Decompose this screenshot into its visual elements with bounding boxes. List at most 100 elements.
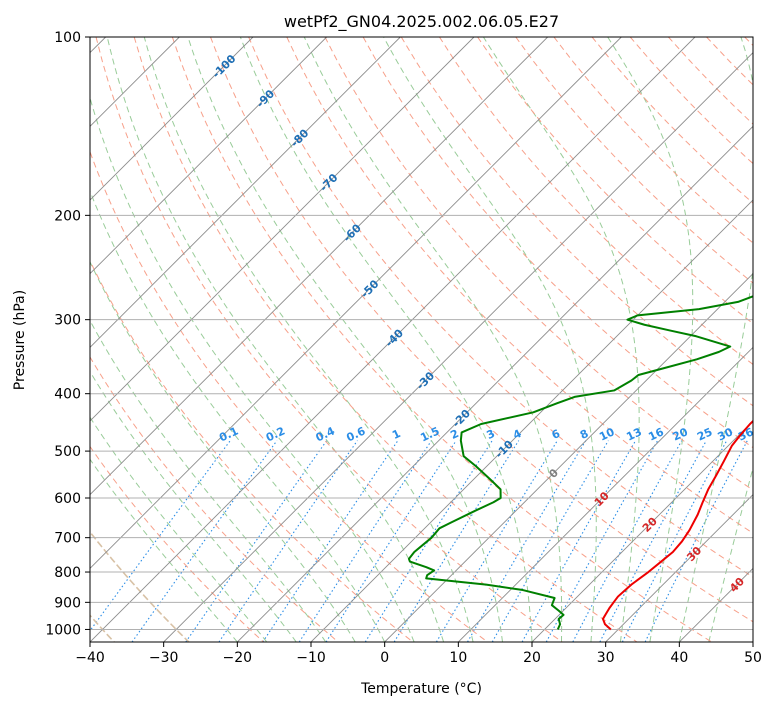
mixing-ratio-line — [218, 440, 358, 642]
y-tick-label: 700 — [54, 531, 81, 547]
moist-adiabat-line — [607, 37, 694, 642]
mixing-ratio-label: 30 — [716, 425, 736, 443]
y-tick-label: 100 — [54, 30, 81, 46]
dry-adiabat-line — [95, 37, 563, 642]
y-tick-label: 400 — [54, 387, 81, 403]
isotherm-line — [752, 641, 753, 642]
mixing-ratio-line — [298, 440, 432, 642]
dry-adiabat-line — [553, 37, 753, 244]
y-tick-label: 200 — [54, 208, 81, 224]
mixing-ratio-line — [364, 440, 493, 642]
dry-adiabat-line — [133, 37, 638, 642]
mixing-ratio-line — [325, 440, 457, 642]
mixing-ratio-label: 0.1 — [217, 424, 240, 444]
dry-adiabat-line — [90, 531, 190, 642]
x-tick-label: 10 — [449, 650, 467, 666]
dry-adiabat-line — [668, 37, 753, 125]
mixing-ratio-label: 1 — [390, 427, 402, 442]
x-tick-label: 40 — [670, 650, 688, 666]
moist-adiabat-line — [187, 37, 504, 642]
isotherm-label: -90 — [254, 87, 277, 110]
isotherm-line — [310, 199, 753, 642]
mixing-ratio-line — [262, 440, 399, 642]
mixing-ratio-label: 3 — [485, 427, 497, 442]
dry-adiabat-line — [90, 150, 488, 642]
isotherm-line — [90, 37, 622, 569]
y-tick-label: 300 — [54, 313, 81, 329]
dry-adiabat-line — [90, 356, 339, 642]
mixing-ratio-line — [435, 440, 558, 642]
dewpoint-profile-line — [407, 295, 753, 630]
dry-adiabat-line — [210, 37, 753, 623]
mixing-ratio-label: 0.2 — [264, 424, 287, 444]
y-axis-ticks: 100 200 300 400 500 600 700 800 900 1000 — [45, 30, 90, 638]
y-tick-label: 800 — [54, 565, 81, 581]
dry-adiabat-line — [744, 37, 753, 47]
x-tick-label: 0 — [380, 650, 389, 666]
moist-adiabat-line — [678, 37, 753, 642]
isotherm-label: 10 — [592, 489, 612, 509]
mixing-ratio-line — [185, 440, 328, 642]
mixing-ratio-label: 10 — [597, 425, 617, 443]
mixing-ratio-label: 20 — [671, 425, 691, 443]
x-axis-label: Temperature (°C) — [360, 681, 482, 697]
mixing-ratio-line — [599, 440, 707, 642]
moist-adiabat-line — [239, 37, 533, 642]
moist-adiabat-line — [90, 458, 238, 642]
isotherm-label: -60 — [341, 221, 364, 244]
isotherm-label: -40 — [383, 326, 406, 349]
moist-adiabat-line — [90, 319, 327, 642]
isotherm-line — [90, 37, 475, 422]
moist-adiabat-line — [383, 37, 597, 642]
isotherm-line — [90, 37, 327, 275]
mixing-ratio-label: 36 — [736, 425, 756, 443]
isotherm-label: 40 — [727, 575, 747, 595]
mixing-ratio-line — [467, 440, 587, 642]
moist-adiabat-line — [90, 260, 356, 642]
isotherm-line — [90, 37, 696, 642]
y-axis-label: Pressure (hPa) — [12, 290, 28, 390]
plot-area: -100-90-80-70-60-50-40-30-20-10010203040… — [90, 37, 756, 642]
mixing-ratio-line — [644, 440, 748, 642]
y-tick-label: 500 — [54, 444, 81, 460]
mixing-ratio-label: 8 — [578, 427, 590, 442]
dry-adiabat-line — [90, 445, 264, 642]
x-tick-label: −30 — [149, 650, 179, 666]
dry-adiabat-line — [439, 37, 753, 366]
plot-frame — [89, 36, 754, 643]
dry-adiabat-line — [248, 37, 753, 578]
reference-adiabat-line — [90, 530, 190, 642]
isotherm-line — [605, 494, 753, 642]
isotherm-label: -20 — [450, 407, 473, 430]
isotherm-label: -50 — [358, 277, 381, 300]
x-tick-label: −20 — [223, 650, 253, 666]
y-tick-label: 900 — [54, 595, 81, 611]
moist-adiabat-line — [143, 37, 474, 642]
dry-adiabat-line — [706, 37, 753, 86]
pressure-gridlines — [90, 37, 753, 630]
x-axis-ticks: −40 −30 −20 −10 0 10 20 30 40 50 — [75, 642, 762, 666]
isotherm-label: -100 — [210, 52, 239, 81]
moist-adiabat-line — [303, 37, 563, 642]
mixing-ratio-line — [572, 440, 683, 642]
mixing-ratio-label: 16 — [646, 425, 666, 443]
isotherm-line — [90, 37, 548, 496]
x-tick-label: −40 — [75, 650, 105, 666]
y-tick-label: 600 — [54, 491, 81, 507]
moist-adiabat-line — [90, 189, 386, 642]
x-tick-label: 20 — [523, 650, 541, 666]
mixing-ratio-line — [521, 440, 637, 642]
mixing-ratio-line — [90, 440, 231, 632]
chart-title: wetPf2_GN04.2025.002.06.05.E27 — [284, 12, 559, 32]
isotherm-line — [531, 420, 753, 642]
dry-adiabat-line — [90, 259, 414, 642]
moist-adiabat-line — [90, 370, 297, 642]
x-tick-label: 30 — [597, 650, 615, 666]
moist-adiabat-line — [106, 37, 445, 642]
isotherm-label: 30 — [684, 544, 704, 564]
dry-adiabat-line — [324, 37, 753, 491]
isotherm-line — [237, 125, 753, 642]
x-tick-label: −10 — [296, 650, 326, 666]
profile-lines — [407, 295, 753, 631]
